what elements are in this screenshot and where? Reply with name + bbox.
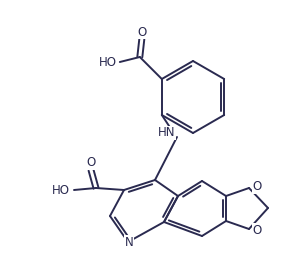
Text: N: N bbox=[125, 236, 133, 249]
Text: O: O bbox=[137, 26, 146, 38]
Text: HN: HN bbox=[158, 126, 176, 140]
Text: O: O bbox=[252, 180, 262, 194]
Text: HO: HO bbox=[99, 56, 117, 69]
Text: O: O bbox=[86, 156, 96, 169]
Text: HO: HO bbox=[52, 184, 70, 197]
Text: O: O bbox=[252, 223, 262, 237]
